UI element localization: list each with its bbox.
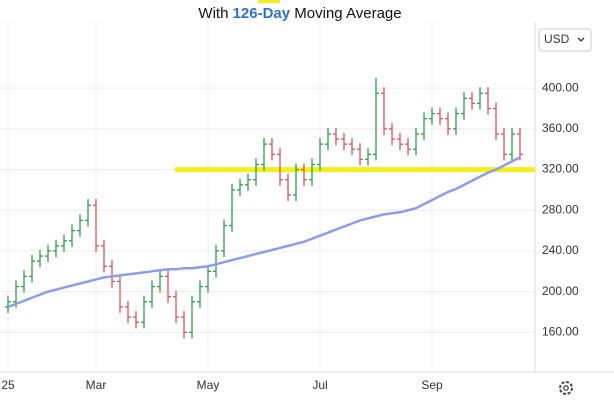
y-tick-label: 160.00 <box>542 325 579 339</box>
x-tick-label: Mar <box>86 378 107 392</box>
x-tick-label: Sep <box>421 378 443 392</box>
moving-average-line <box>7 156 521 309</box>
dropdown-arrow <box>577 37 585 42</box>
x-tick-label: 25 <box>1 378 15 392</box>
grid: 160.00 200.00 240.00 280.00 320.00 360.00 400.… <box>0 20 579 392</box>
settings-button[interactable] <box>559 381 573 395</box>
title-marker <box>258 0 280 3</box>
title-highlight: 126-Day <box>233 5 291 22</box>
y-tick-label: 280.00 <box>542 202 579 216</box>
x-tick-label: Jul <box>312 378 327 392</box>
chart-title: With 126-Day Moving Average <box>198 5 401 22</box>
y-tick-label: 240.00 <box>542 243 579 257</box>
title-after: Moving Average <box>294 5 401 22</box>
y-tick-label: 200.00 <box>542 284 579 298</box>
currency-select[interactable]: USD <box>538 28 592 52</box>
y-tick-label: 320.00 <box>542 162 579 176</box>
currency-label[interactable]: USD <box>544 32 570 46</box>
gear-inner <box>563 385 569 391</box>
y-tick-label: 360.00 <box>542 121 579 135</box>
plot <box>5 77 535 339</box>
title-before: With <box>198 5 228 22</box>
currency-box[interactable] <box>538 28 592 52</box>
y-tick-label: 400.00 <box>542 80 579 94</box>
gear-outer[interactable] <box>559 381 573 395</box>
x-tick-label: May <box>197 378 220 392</box>
